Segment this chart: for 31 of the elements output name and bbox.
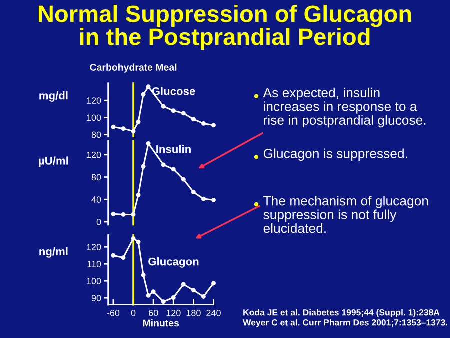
y-tick-label: 110 — [88, 261, 102, 268]
y-tick-label: 100 — [87, 114, 102, 122]
y-axis-title: µU/ml — [39, 156, 68, 168]
y-tick-label: 80 — [92, 174, 102, 181]
chart-title: Normal Suppression of Glucagon in the Postprandial Period — [38, 5, 412, 50]
text: As expected, insulin increases in response to a rise in postprandial glucose. — [263, 88, 426, 128]
y-axis-title: ng/ml — [40, 247, 68, 258]
series-label: Glucose — [152, 87, 196, 96]
series-label: Insulin — [156, 145, 191, 154]
text: Glucagon is suppressed. — [264, 148, 408, 162]
x-tick-label: 240 — [206, 310, 221, 316]
y-tick-label: 120 — [87, 152, 102, 158]
x-tick-label: 180 — [186, 310, 201, 316]
x-tick-label: -60 — [107, 310, 120, 316]
y-tick-label: 90 — [92, 295, 102, 302]
ref-line-label: Carbohydrate Meal — [90, 64, 177, 73]
y-tick-label: 40 — [92, 196, 102, 203]
y-axis-title: mg/dl — [40, 92, 68, 102]
x-tick-label: 60 — [149, 310, 158, 316]
text: Weyer C et al. Curr Pharm Des 2001;7:1353–1373. — [243, 319, 448, 328]
y-tick-label: 120 — [87, 244, 102, 250]
text: Koda JE et al. Diabetes 1995;44 (Suppl. 1):238A — [244, 309, 440, 318]
y-tick-label: 0 — [96, 218, 102, 226]
y-tick-label: 80 — [92, 132, 102, 138]
x-tick-label: 0 — [131, 310, 136, 316]
text: The mechanism of glucagon suppression is not fully elucidated. — [264, 196, 428, 234]
x-tick-label: 120 — [166, 310, 181, 316]
x-axis-title: Minutes — [143, 320, 180, 327]
y-tick-label: 120 — [87, 98, 102, 104]
y-tick-label: 100 — [87, 278, 102, 284]
series-label: Glucagon — [148, 258, 199, 268]
